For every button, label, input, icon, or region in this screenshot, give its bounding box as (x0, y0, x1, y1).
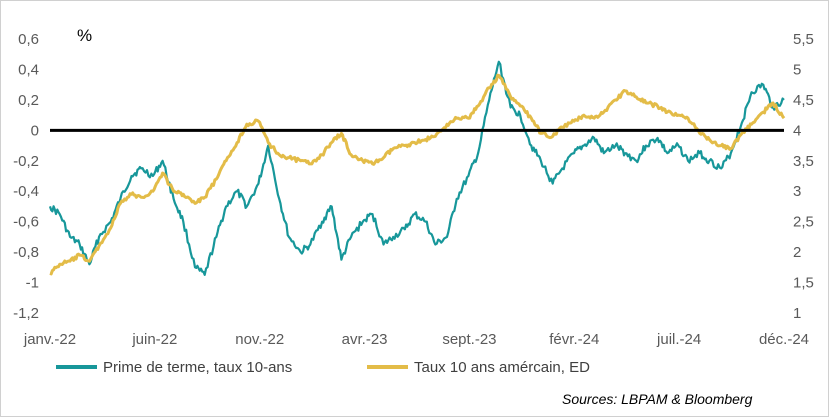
right-tick-label: 1,5 (793, 275, 814, 292)
right-tick-label: 3 (793, 183, 801, 200)
left-axis-ticks: 0,6 0,4 0,2 0 -0,2 -0,4 -0,6 -0,8 -1 -1,2 (13, 31, 39, 322)
left-tick-label: -1,2 (13, 305, 39, 322)
left-tick-label: 0,2 (18, 92, 39, 109)
x-tick-label: avr.-23 (342, 331, 388, 348)
left-tick-label: 0,6 (18, 31, 39, 48)
right-axis-ticks: 5,5 5 4,5 4 3,5 3 2,5 2 1,5 1 (793, 31, 814, 322)
series-line-0 (48, 60, 785, 276)
legend: Prime de terme, taux 10-ans Taux 10 ans … (56, 359, 590, 376)
series-lines (48, 60, 786, 276)
left-tick-label: -0,2 (13, 153, 39, 170)
x-tick-label: sept.-23 (442, 331, 496, 348)
left-tick-label: -0,6 (13, 214, 39, 231)
left-tick-label: 0 (31, 122, 39, 139)
left-tick-label: 0,4 (18, 61, 39, 78)
x-tick-label: nov.-22 (235, 331, 284, 348)
x-axis-ticks: janv.-22 juin-22 nov.-22 avr.-23 sept.-23 fév… (23, 331, 809, 348)
legend-label-prime: Prime de terme, taux 10-ans (103, 359, 292, 376)
left-tick-label: -0,8 (13, 244, 39, 261)
right-tick-label: 5 (793, 61, 801, 78)
unit-label: % (77, 26, 92, 45)
x-tick-label: déc.-24 (759, 331, 809, 348)
series-line-1 (49, 73, 786, 276)
left-tick-label: -0,4 (13, 183, 39, 200)
x-tick-label: févr.-24 (549, 331, 599, 348)
source-note: Sources: LBPAM & Bloomberg (562, 391, 753, 407)
right-tick-label: 4 (793, 122, 801, 139)
legend-label-taux: Taux 10 ans amércain, ED (414, 359, 590, 376)
right-tick-label: 3,5 (793, 153, 814, 170)
right-tick-label: 5,5 (793, 31, 814, 48)
right-tick-label: 1 (793, 305, 801, 322)
right-tick-label: 4,5 (793, 92, 814, 109)
right-tick-label: 2 (793, 244, 801, 261)
right-tick-label: 2,5 (793, 214, 814, 231)
x-tick-label: juin-22 (131, 331, 177, 348)
left-tick-label: -1 (26, 275, 39, 292)
x-tick-label: janv.-22 (23, 331, 76, 348)
x-tick-label: juil.-24 (656, 331, 701, 348)
